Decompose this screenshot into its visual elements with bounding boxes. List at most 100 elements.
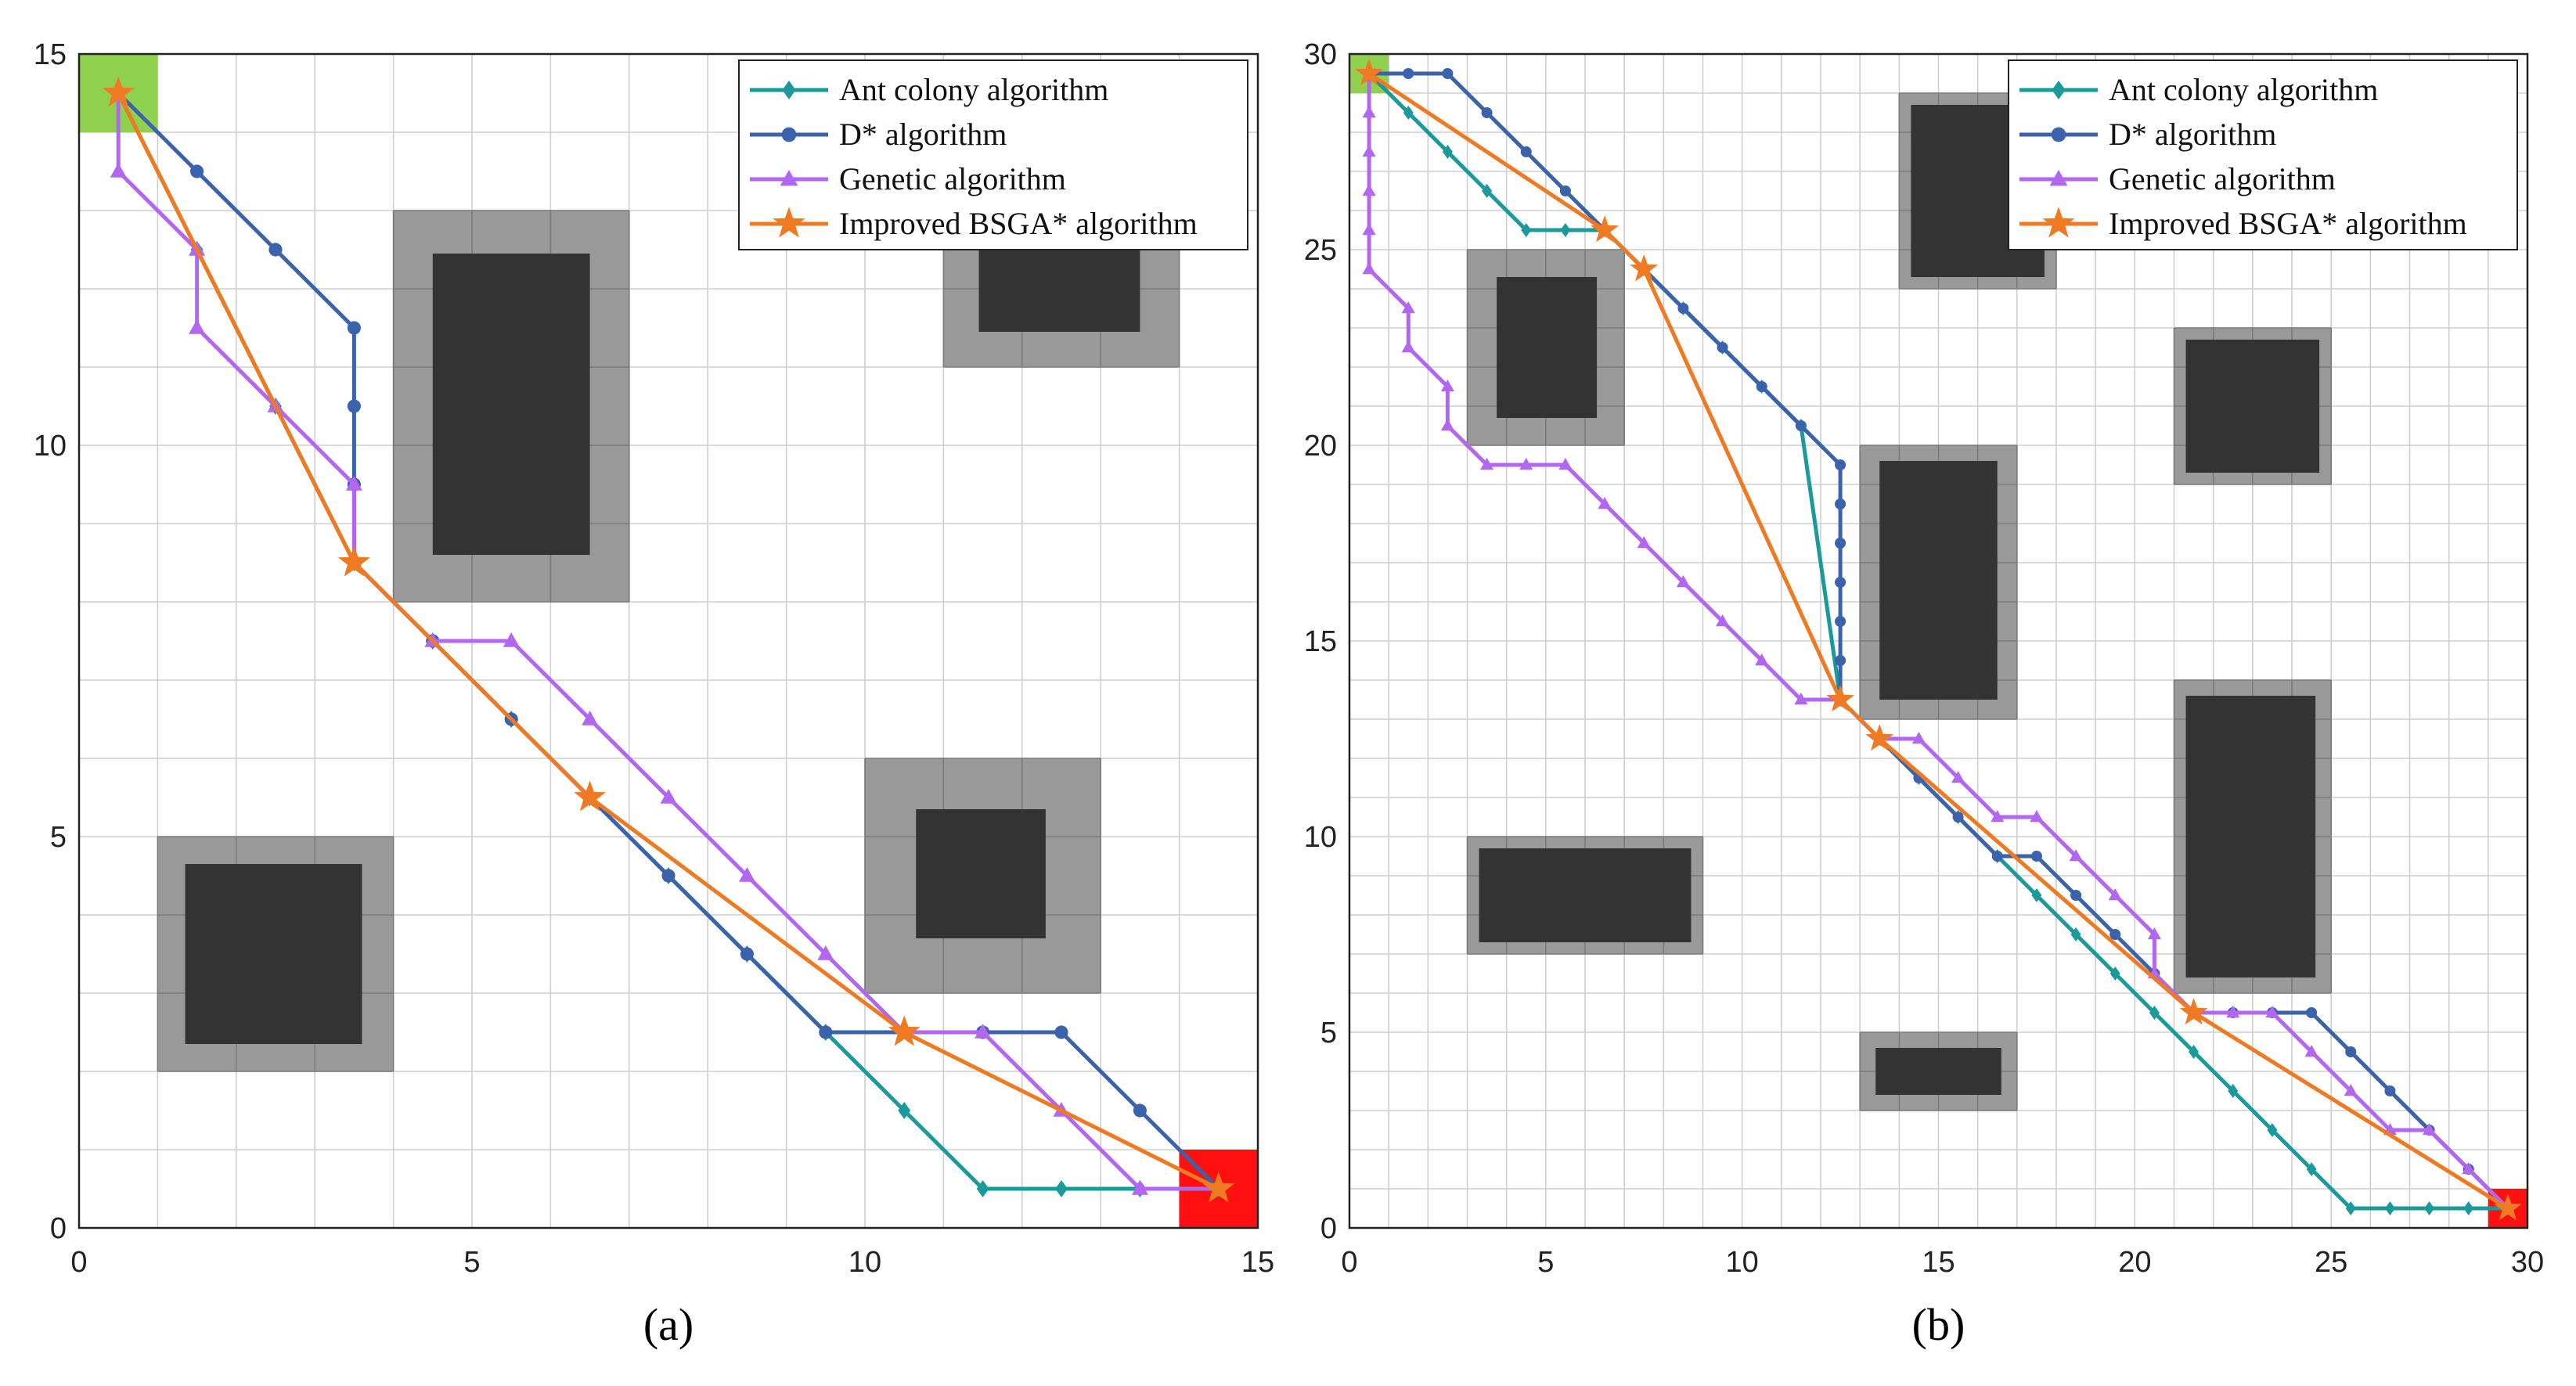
data-point-triangle	[1637, 536, 1651, 549]
data-point-triangle	[1440, 419, 1454, 431]
legend-marker-circle	[781, 127, 797, 142]
x-tick-label: 10	[1726, 1246, 1759, 1279]
data-point-star	[1202, 1172, 1235, 1203]
data-point-star	[1826, 685, 1855, 712]
obstacle-6	[2173, 327, 2332, 485]
legend: Ant colony algorithm D* algorithm Genetic …	[738, 59, 1248, 250]
data-point-diamond	[2384, 1201, 2395, 1215]
data-point-triangle	[1401, 340, 1415, 353]
data-point-star	[2179, 998, 2208, 1025]
data-point-diamond	[2109, 967, 2120, 981]
obstacle-1	[1466, 249, 1625, 446]
data-point-star	[1865, 724, 1894, 751]
obstacle-core	[1879, 461, 1998, 700]
data-point-circle	[1133, 1103, 1147, 1118]
obstacle-7	[2173, 679, 2332, 994]
obstacle-core	[1875, 1048, 2001, 1095]
data-point-circle	[2306, 1006, 2318, 1019]
data-point-diamond	[2149, 1006, 2160, 1020]
series-triangle-path	[1362, 67, 2515, 1214]
data-point-triangle	[817, 945, 834, 960]
legend-marker-circle	[2051, 127, 2066, 142]
data-point-star	[1591, 215, 1619, 243]
data-point-circle	[661, 869, 676, 883]
data-point-diamond	[2345, 1201, 2356, 1215]
legend-label: Genetic algorithm	[839, 161, 1066, 196]
x-tick-label: 10	[848, 1246, 881, 1279]
data-point-star	[102, 76, 135, 107]
data-point-circle	[1835, 459, 1846, 471]
x-tick-label: 0	[70, 1246, 87, 1279]
data-point-triangle	[2147, 927, 2161, 940]
y-tick-label: 25	[1304, 234, 1337, 267]
series-line	[1367, 74, 2509, 1210]
axes-frame	[1348, 52, 2529, 1229]
data-point-circle	[1756, 380, 1767, 393]
panel-a-chart: 0 5 10 15 0 5 10 15 Ant colony algorithm D* algor…	[34, 38, 1274, 1350]
data-point-circle	[1835, 615, 1846, 628]
y-tick-label: 10	[34, 430, 67, 463]
x-tick-label: 20	[2118, 1246, 2151, 1279]
data-point-circle	[268, 243, 283, 257]
x-tick-label: 15	[1241, 1246, 1274, 1279]
data-point-circle	[1795, 419, 1807, 432]
data-point-circle	[2384, 1085, 2396, 1097]
data-point-triangle	[2069, 849, 2083, 862]
data-point-circle	[190, 164, 204, 178]
legend-marker-diamond	[782, 81, 796, 99]
data-point-triangle	[189, 319, 206, 334]
data-point-triangle	[1362, 262, 1376, 275]
data-point-triangle	[1558, 458, 1573, 470]
data-point-diamond	[2267, 1123, 2278, 1137]
legend-label: Improved BSGA* algorithm	[839, 206, 1198, 241]
obstacle-core	[2185, 340, 2320, 473]
data-point-triangle	[1794, 693, 1808, 705]
data-point-diamond	[2463, 1201, 2474, 1215]
panel-b-chart: 0 5 10 15 20 25 30 0 5 10 15 20 25 30 Ant colony algor…	[1304, 38, 2544, 1350]
obstacle-3	[1859, 445, 2018, 720]
data-point-circle	[1835, 498, 1846, 510]
data-point-circle	[1835, 576, 1846, 589]
data-point-diamond	[1482, 184, 1493, 198]
data-point-circle	[2070, 889, 2082, 902]
data-point-circle	[2030, 850, 2042, 862]
y-tick-label: 0	[50, 1212, 67, 1245]
data-point-triangle	[503, 632, 520, 647]
data-point-diamond	[2228, 1084, 2239, 1098]
obstacle-core	[185, 864, 362, 1044]
obstacle-core	[2185, 696, 2316, 977]
panel-caption: (a)	[643, 1299, 694, 1350]
data-point-triangle	[1480, 458, 1494, 470]
data-point-circle	[1481, 106, 1493, 119]
legend-marker-triangle	[2049, 170, 2068, 186]
series-star-path	[1355, 59, 2522, 1221]
data-point-circle	[347, 399, 361, 413]
data-point-triangle	[1362, 145, 1376, 157]
y-tick-label: 5	[50, 821, 67, 854]
x-tick-label: 25	[2315, 1246, 2347, 1279]
data-point-diamond	[1403, 106, 1414, 120]
data-point-triangle	[2265, 1006, 2279, 1018]
data-point-diamond	[976, 1180, 989, 1197]
y-tick-label: 20	[1304, 430, 1337, 463]
x-tick-label: 5	[463, 1246, 480, 1279]
data-point-circle	[1559, 185, 1571, 197]
data-point-circle	[1991, 850, 2003, 862]
legend-marker-star	[2042, 207, 2075, 238]
y-tick-label: 0	[1320, 1212, 1337, 1245]
data-point-circle	[2345, 1046, 2357, 1058]
obstacle-1	[157, 836, 395, 1072]
legend-marker-diamond	[2052, 81, 2066, 99]
data-point-diamond	[2306, 1162, 2317, 1176]
data-point-circle	[740, 947, 754, 961]
data-point-diamond	[2189, 1045, 2200, 1059]
obstacle-core	[978, 250, 1140, 332]
data-point-diamond	[2070, 927, 2081, 941]
obstacle-2	[1466, 836, 1704, 955]
legend-label: D* algorithm	[839, 117, 1007, 152]
data-point-circle	[1054, 1025, 1068, 1039]
data-point-triangle	[1362, 223, 1376, 236]
y-tick-label: 15	[1304, 625, 1337, 658]
data-point-triangle	[975, 1024, 992, 1039]
